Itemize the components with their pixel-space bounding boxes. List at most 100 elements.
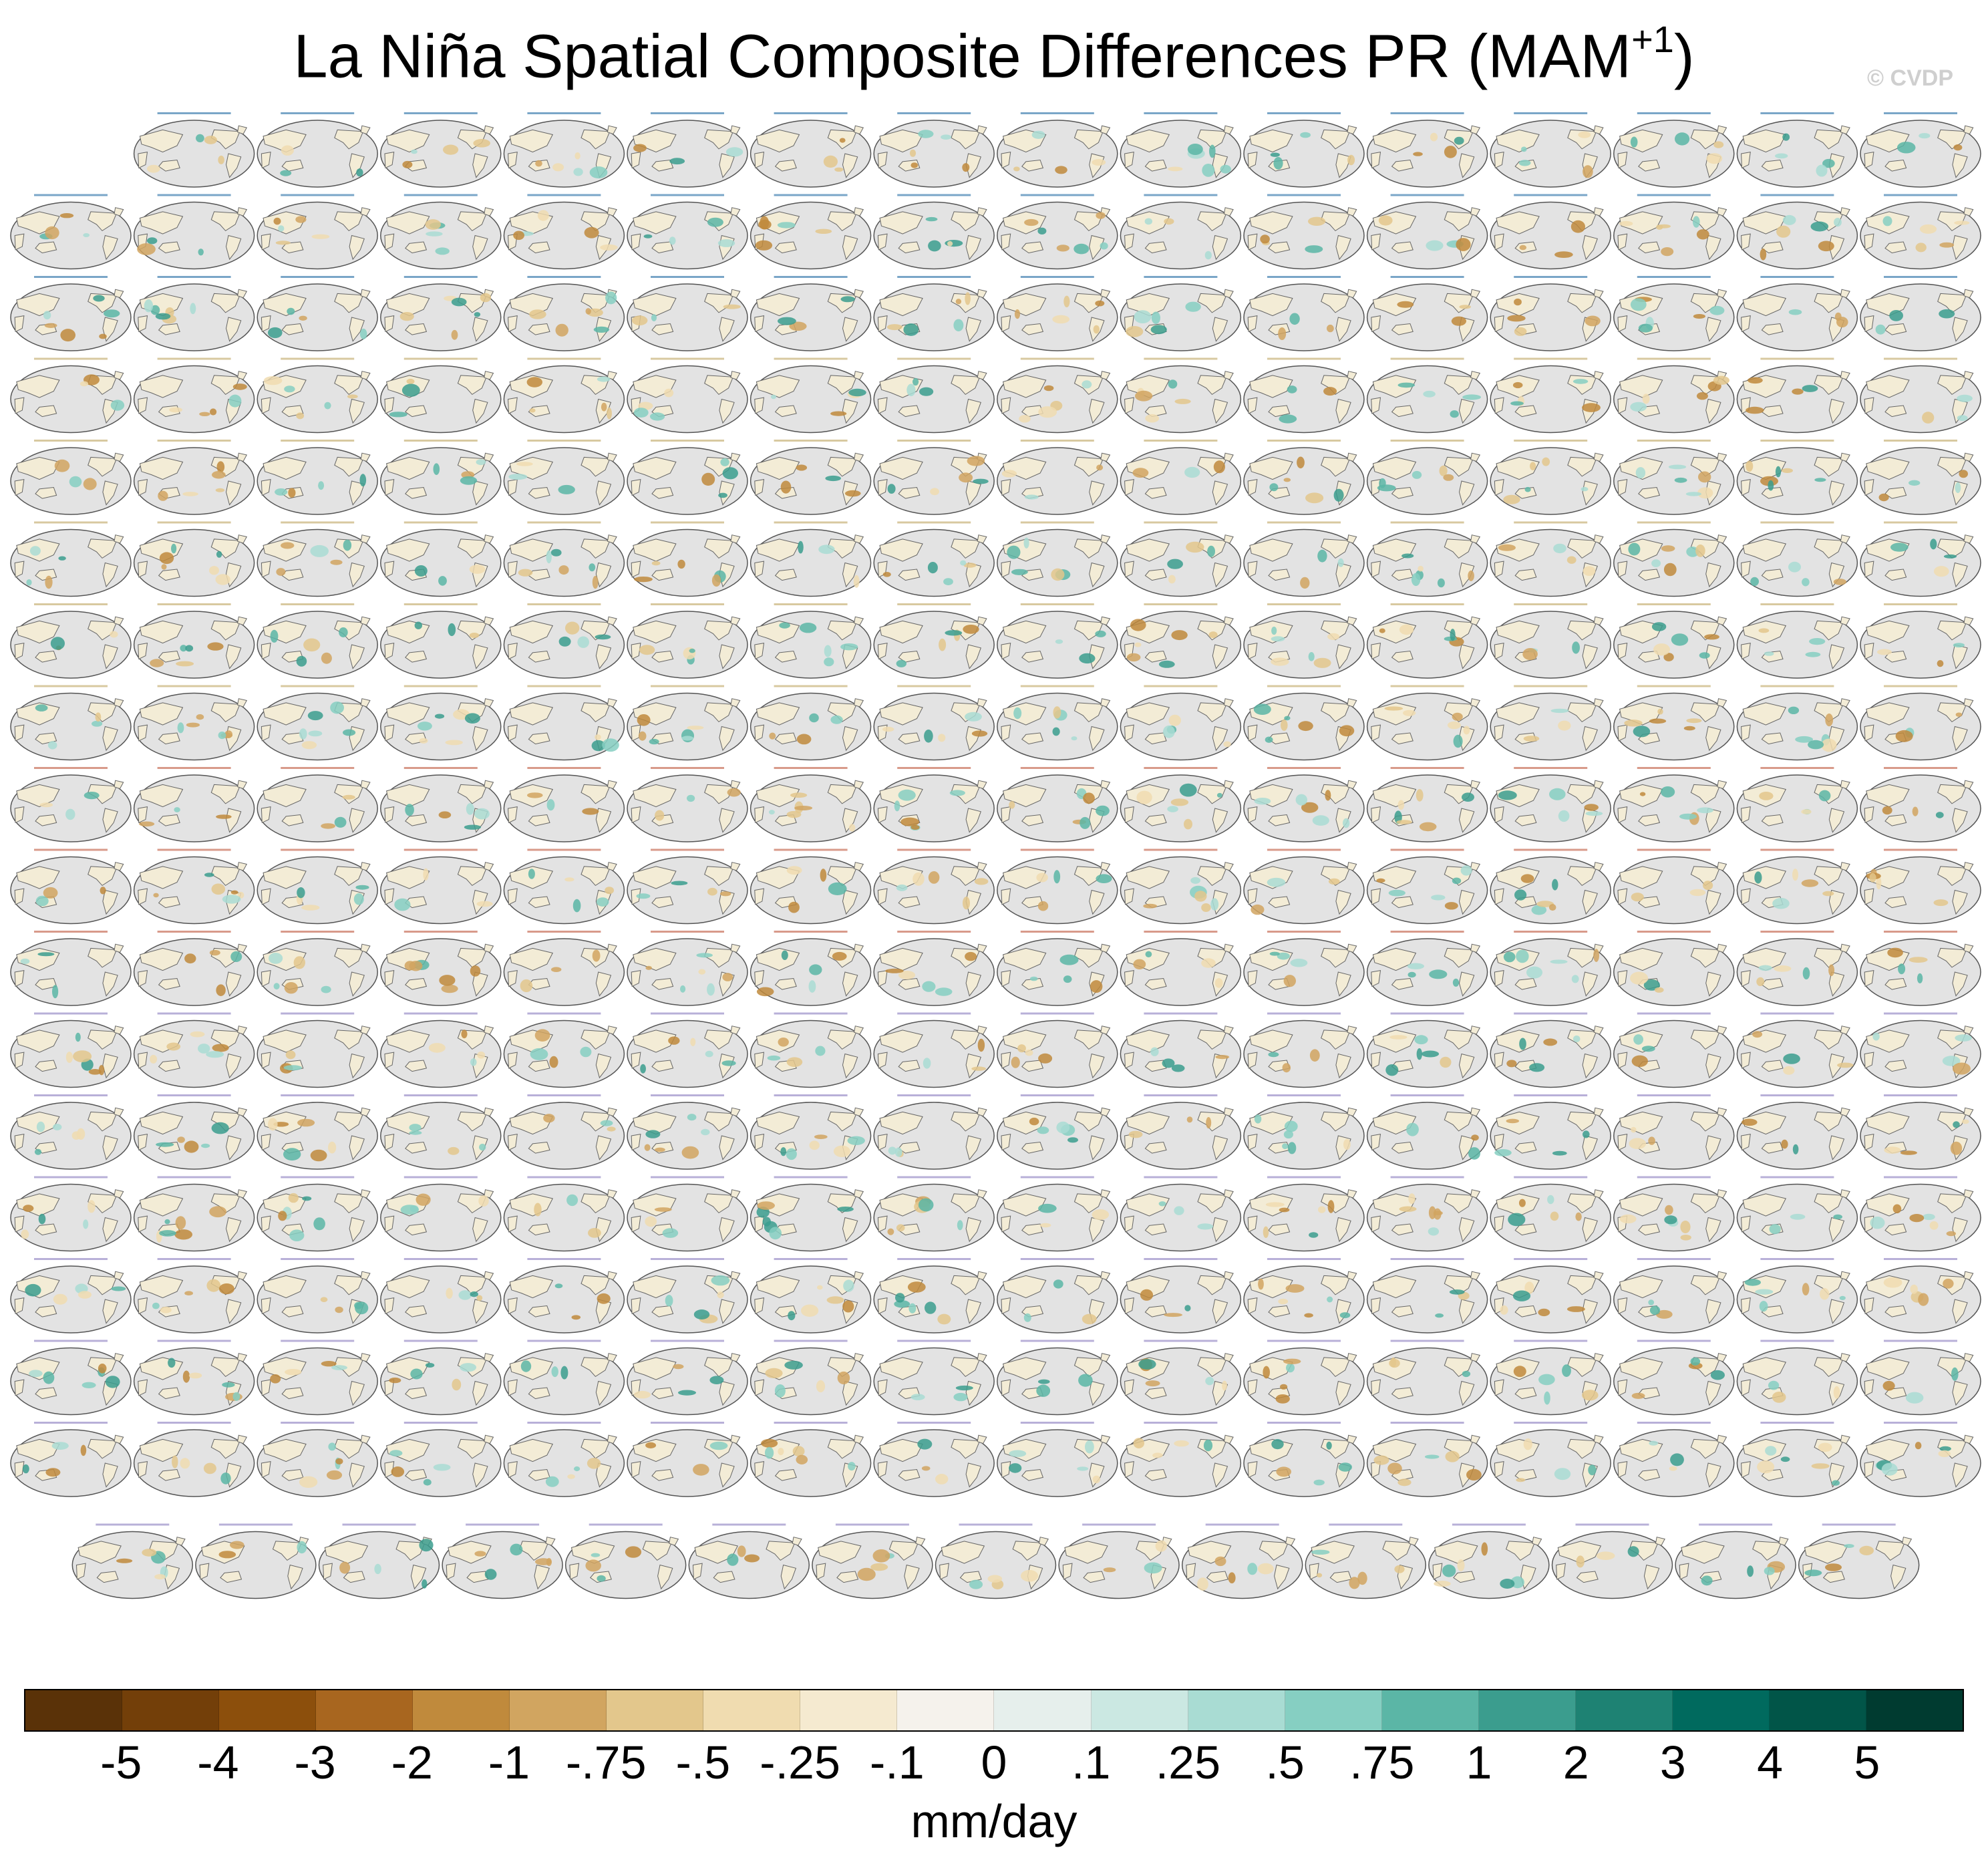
anomaly-patch	[1452, 978, 1460, 987]
map-panel	[1243, 112, 1365, 188]
anomaly-patch	[206, 1279, 221, 1292]
anomaly-patch	[1630, 298, 1647, 311]
anomaly-patch	[709, 1441, 728, 1450]
continent-shape	[607, 371, 617, 380]
anomaly-patch	[681, 1146, 699, 1159]
map-outline	[750, 528, 872, 597]
anomaly-patch	[1500, 1305, 1508, 1315]
anomaly-patch	[1669, 1466, 1677, 1471]
panel-caption	[1514, 767, 1588, 769]
map-panel	[1366, 603, 1488, 679]
continent-shape	[1952, 1380, 1968, 1406]
continent-shape	[1828, 1217, 1845, 1243]
continent-shape	[1003, 947, 1047, 971]
continent-shape	[281, 241, 304, 254]
anomaly-patch	[1419, 822, 1437, 832]
continent-shape	[14, 561, 25, 578]
continent-shape	[1963, 698, 1974, 708]
continent-shape	[1124, 397, 1134, 414]
continent-shape	[1223, 125, 1234, 135]
anomaly-patch	[283, 1148, 301, 1161]
continent-shape	[1741, 724, 1751, 742]
anomaly-patch	[1661, 786, 1675, 798]
map-outline	[503, 774, 625, 842]
map-outline	[873, 774, 995, 842]
panel-caption	[403, 931, 478, 933]
anomaly-patch	[1571, 975, 1579, 983]
anomaly-patch	[1171, 630, 1188, 641]
anomaly-patch	[1103, 1567, 1116, 1573]
continent-shape	[405, 1468, 428, 1481]
continent-shape	[225, 1217, 242, 1243]
continent-shape	[1514, 486, 1537, 499]
anomaly-patch	[1443, 474, 1454, 481]
anomaly-patch	[1898, 963, 1906, 975]
continent-shape	[237, 616, 248, 626]
continent-shape	[730, 698, 741, 708]
panel-caption	[157, 1094, 231, 1096]
map-outline	[873, 611, 995, 679]
anomaly-patch	[160, 1306, 172, 1313]
anomaly-patch	[1810, 221, 1829, 232]
map-outline	[133, 1183, 255, 1252]
map-outline	[1860, 528, 1981, 597]
continent-shape	[965, 153, 981, 178]
panel-caption	[34, 276, 108, 278]
anomaly-patch	[1522, 648, 1538, 660]
map-panel	[997, 440, 1118, 515]
continent-shape	[719, 317, 735, 342]
anomaly-patch	[417, 722, 432, 731]
anomaly-patch	[1583, 566, 1596, 576]
panel-caption	[1760, 357, 1834, 360]
anomaly-patch	[44, 323, 57, 328]
anomaly-patch	[1426, 240, 1444, 251]
anomaly-patch	[1186, 1116, 1193, 1123]
anomaly-patch	[1946, 1231, 1956, 1237]
map-panel	[1120, 685, 1242, 761]
map-outline	[750, 692, 872, 761]
colorbar-segment	[607, 1690, 704, 1730]
anomaly-patch	[1933, 899, 1949, 907]
anomaly-patch	[1588, 1464, 1597, 1476]
continent-shape	[1828, 808, 1845, 833]
continent-shape	[977, 943, 987, 953]
panel-caption	[651, 767, 724, 769]
anomaly-patch	[1782, 214, 1796, 225]
anomaly-patch	[296, 412, 305, 420]
continent-shape	[1514, 1141, 1537, 1154]
anomaly-patch	[1641, 1046, 1655, 1052]
anomaly-patch	[1954, 220, 1970, 225]
continent-shape	[1864, 315, 1874, 333]
anomaly-patch	[1327, 633, 1340, 641]
continent-shape	[1470, 289, 1481, 299]
continent-shape	[842, 726, 858, 752]
anomaly-patch	[778, 1448, 784, 1456]
map-panel	[627, 112, 748, 188]
continent-shape	[1619, 866, 1663, 889]
anomaly-patch	[535, 160, 542, 167]
anomaly-patch	[434, 714, 445, 719]
anomaly-patch	[1454, 136, 1464, 145]
continent-shape	[138, 397, 148, 414]
anomaly-patch	[474, 312, 481, 317]
continent-shape	[102, 1135, 118, 1160]
continent-shape	[1717, 780, 1727, 790]
anomaly-patch	[1155, 1540, 1168, 1552]
panel-caption	[1514, 1012, 1588, 1015]
panel-caption	[1267, 521, 1341, 524]
continent-shape	[1089, 562, 1105, 588]
anomaly-patch	[275, 488, 288, 496]
anomaly-patch	[1456, 238, 1471, 251]
continent-shape	[754, 969, 765, 987]
anomaly-patch	[35, 895, 49, 907]
continent-shape	[96, 1571, 119, 1583]
anomaly-patch	[727, 788, 741, 797]
anomaly-patch	[529, 408, 536, 413]
anomaly-patch	[1207, 545, 1215, 557]
anomaly-patch	[887, 484, 896, 494]
continent-shape	[448, 1541, 492, 1564]
anomaly-patch	[1333, 488, 1344, 502]
anomaly-patch	[1407, 963, 1424, 969]
continent-shape	[1212, 726, 1228, 752]
panel-caption	[527, 1094, 601, 1096]
